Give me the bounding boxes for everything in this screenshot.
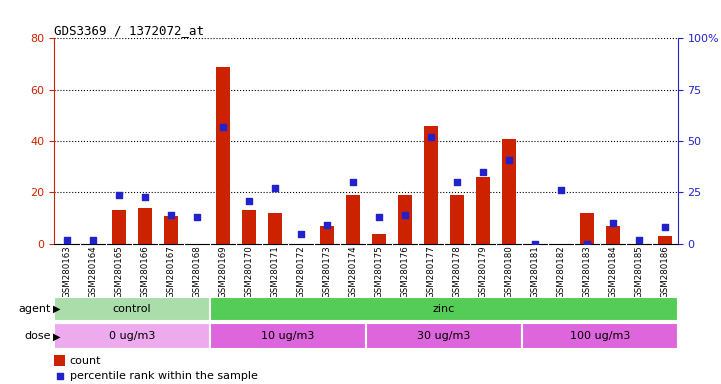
Text: GSM280183: GSM280183	[583, 245, 591, 298]
Point	[243, 198, 255, 204]
Point	[321, 222, 332, 228]
Bar	[54, 297, 210, 321]
Text: GSM280178: GSM280178	[452, 245, 461, 298]
Text: GSM280166: GSM280166	[141, 245, 149, 298]
Text: GSM280164: GSM280164	[89, 245, 97, 298]
Text: GSM280172: GSM280172	[296, 245, 306, 298]
Text: GDS3369 / 1372072_at: GDS3369 / 1372072_at	[54, 24, 204, 37]
Point	[411, 307, 423, 313]
Point	[217, 124, 229, 130]
Bar	[210, 323, 366, 349]
Text: 10 ug/m3: 10 ug/m3	[261, 331, 314, 341]
Point	[581, 241, 593, 247]
Text: GSM280175: GSM280175	[374, 245, 384, 298]
Point	[477, 169, 489, 175]
Point	[191, 214, 203, 220]
Text: GSM280169: GSM280169	[218, 245, 228, 298]
Text: GSM280181: GSM280181	[531, 245, 539, 298]
Point	[269, 185, 280, 192]
Bar	[267, 213, 282, 244]
Text: GSM280168: GSM280168	[193, 245, 201, 298]
Bar	[522, 323, 678, 349]
Bar	[54, 323, 210, 349]
Point	[607, 220, 619, 227]
Text: control: control	[112, 304, 151, 314]
Point	[503, 157, 515, 163]
Bar	[346, 195, 360, 244]
Point	[555, 187, 567, 194]
Text: GSM280182: GSM280182	[557, 245, 565, 298]
Bar	[658, 236, 672, 244]
Point	[113, 192, 125, 198]
Point	[451, 179, 463, 185]
Text: 0 ug/m3: 0 ug/m3	[109, 331, 155, 341]
Text: GSM280184: GSM280184	[609, 245, 617, 298]
Text: GSM280179: GSM280179	[478, 245, 487, 298]
Text: count: count	[70, 356, 101, 366]
Text: dose: dose	[24, 331, 50, 341]
Bar	[216, 67, 230, 244]
Bar	[450, 195, 464, 244]
Point	[61, 237, 73, 243]
Point	[139, 194, 151, 200]
Text: GSM280186: GSM280186	[660, 245, 669, 298]
Bar	[210, 297, 678, 321]
Text: zinc: zinc	[433, 304, 455, 314]
Text: GSM280185: GSM280185	[634, 245, 643, 298]
Text: ▶: ▶	[53, 304, 61, 314]
Bar	[242, 210, 256, 244]
Text: GSM280171: GSM280171	[270, 245, 280, 298]
Point	[529, 241, 541, 247]
Text: GSM280177: GSM280177	[426, 245, 435, 298]
Text: GSM280167: GSM280167	[167, 245, 175, 298]
Text: GSM280163: GSM280163	[63, 245, 71, 298]
Point	[87, 237, 99, 243]
Bar	[54, 355, 66, 366]
Bar	[366, 323, 522, 349]
Text: GSM280176: GSM280176	[400, 245, 410, 298]
Text: GSM280180: GSM280180	[504, 245, 513, 298]
Point	[373, 214, 385, 220]
Text: 100 ug/m3: 100 ug/m3	[570, 331, 630, 341]
Bar	[606, 226, 620, 244]
Bar	[372, 233, 386, 244]
Bar	[112, 210, 126, 244]
Bar	[320, 226, 334, 244]
Text: GSM280165: GSM280165	[115, 245, 123, 298]
Bar	[398, 195, 412, 244]
Text: 30 ug/m3: 30 ug/m3	[417, 331, 471, 341]
Bar	[138, 208, 152, 244]
Text: agent: agent	[18, 304, 50, 314]
Bar	[164, 215, 178, 244]
Point	[295, 230, 306, 237]
Bar	[580, 213, 594, 244]
Text: percentile rank within the sample: percentile rank within the sample	[70, 371, 257, 381]
Text: GSM280174: GSM280174	[348, 245, 358, 298]
Text: GSM280173: GSM280173	[322, 245, 332, 298]
Bar	[424, 126, 438, 244]
Point	[165, 212, 177, 218]
Bar	[476, 177, 490, 244]
Text: GSM280170: GSM280170	[244, 245, 254, 298]
Point	[633, 237, 645, 243]
Point	[347, 179, 358, 185]
Point	[425, 134, 437, 140]
Point	[659, 224, 671, 230]
Bar	[502, 139, 516, 244]
Point	[399, 212, 411, 218]
Text: ▶: ▶	[53, 331, 61, 341]
